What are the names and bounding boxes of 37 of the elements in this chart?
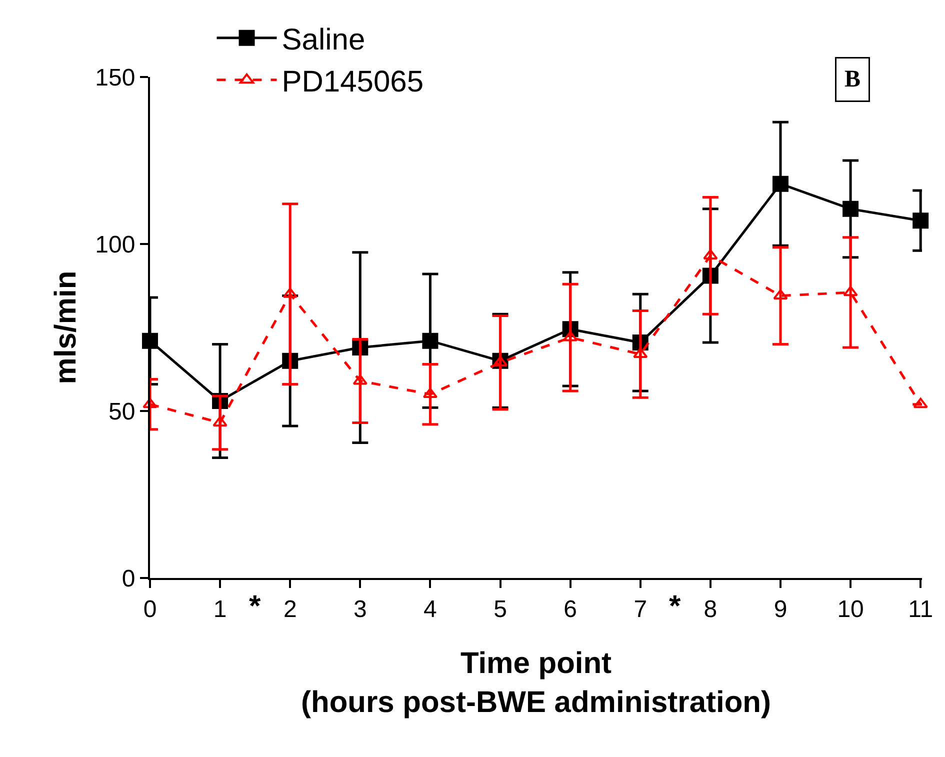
x-tick-label: 10 (837, 596, 864, 623)
y-tick-label: 50 (108, 398, 136, 426)
point (912, 212, 929, 229)
x-tick-label: 11 (908, 596, 934, 623)
point (772, 176, 788, 192)
x-tick-label: 8 (704, 596, 718, 623)
y-tick-label: 100 (95, 231, 136, 258)
x-tick-label: 0 (143, 596, 157, 623)
point (773, 289, 788, 300)
x-tick-label: 3 (353, 596, 367, 623)
x-tick-label: 1 (213, 596, 227, 623)
point (703, 249, 718, 260)
x-tick-label: 4 (424, 596, 437, 623)
y-axis-title: mls/min (50, 270, 83, 384)
legend-label: Saline (282, 24, 366, 57)
legend-label: PD145065 (282, 66, 424, 99)
point (843, 286, 858, 296)
point (352, 374, 368, 385)
point (422, 388, 438, 398)
point (212, 416, 228, 426)
point (282, 288, 298, 298)
text: * (249, 590, 261, 623)
point (633, 348, 648, 358)
point (142, 398, 158, 408)
x-tick-label: 9 (774, 596, 788, 623)
y-tick-label: 150 (95, 64, 136, 92)
x-tick-label: 5 (494, 596, 507, 623)
x-axis-title: Time point (hours post-BWE administration) (301, 646, 771, 719)
point (913, 398, 928, 408)
point (842, 200, 859, 217)
x-tick-label: 2 (283, 596, 297, 623)
text: * (669, 590, 681, 623)
point (422, 332, 438, 349)
y-tick-label: 0 (122, 565, 136, 592)
annotation: B (844, 66, 861, 92)
x-tick-label: 6 (564, 596, 578, 623)
x-tick-label: 7 (634, 596, 648, 623)
